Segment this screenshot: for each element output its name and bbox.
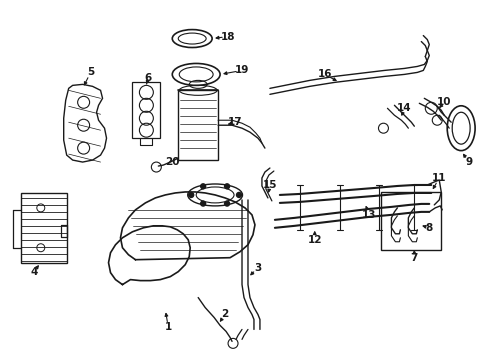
Bar: [381, 192, 440, 250]
Text: 16: 16: [317, 69, 331, 80]
Text: 4: 4: [30, 267, 38, 276]
Circle shape: [224, 201, 229, 206]
Text: 11: 11: [431, 173, 446, 183]
Text: 5: 5: [87, 67, 94, 77]
Text: 8: 8: [425, 223, 432, 233]
Text: 14: 14: [396, 103, 411, 113]
Circle shape: [200, 201, 205, 206]
Text: 1: 1: [164, 323, 172, 332]
Circle shape: [236, 193, 241, 197]
Text: 19: 19: [234, 66, 249, 76]
Text: 2: 2: [221, 310, 228, 319]
Text: 20: 20: [164, 157, 179, 167]
Text: 18: 18: [221, 32, 235, 41]
Text: 7: 7: [410, 253, 417, 263]
Bar: [21, 193, 66, 263]
Text: 17: 17: [227, 117, 242, 127]
Text: 6: 6: [144, 73, 152, 84]
Text: 12: 12: [307, 235, 321, 245]
Bar: [178, 90, 218, 160]
Text: 9: 9: [465, 157, 472, 167]
Text: 10: 10: [436, 97, 450, 107]
Text: 3: 3: [254, 263, 261, 273]
Circle shape: [200, 184, 205, 189]
Bar: [132, 82, 160, 138]
Circle shape: [188, 193, 193, 197]
Text: 13: 13: [362, 210, 376, 220]
Circle shape: [224, 184, 229, 189]
Text: 15: 15: [262, 180, 277, 190]
